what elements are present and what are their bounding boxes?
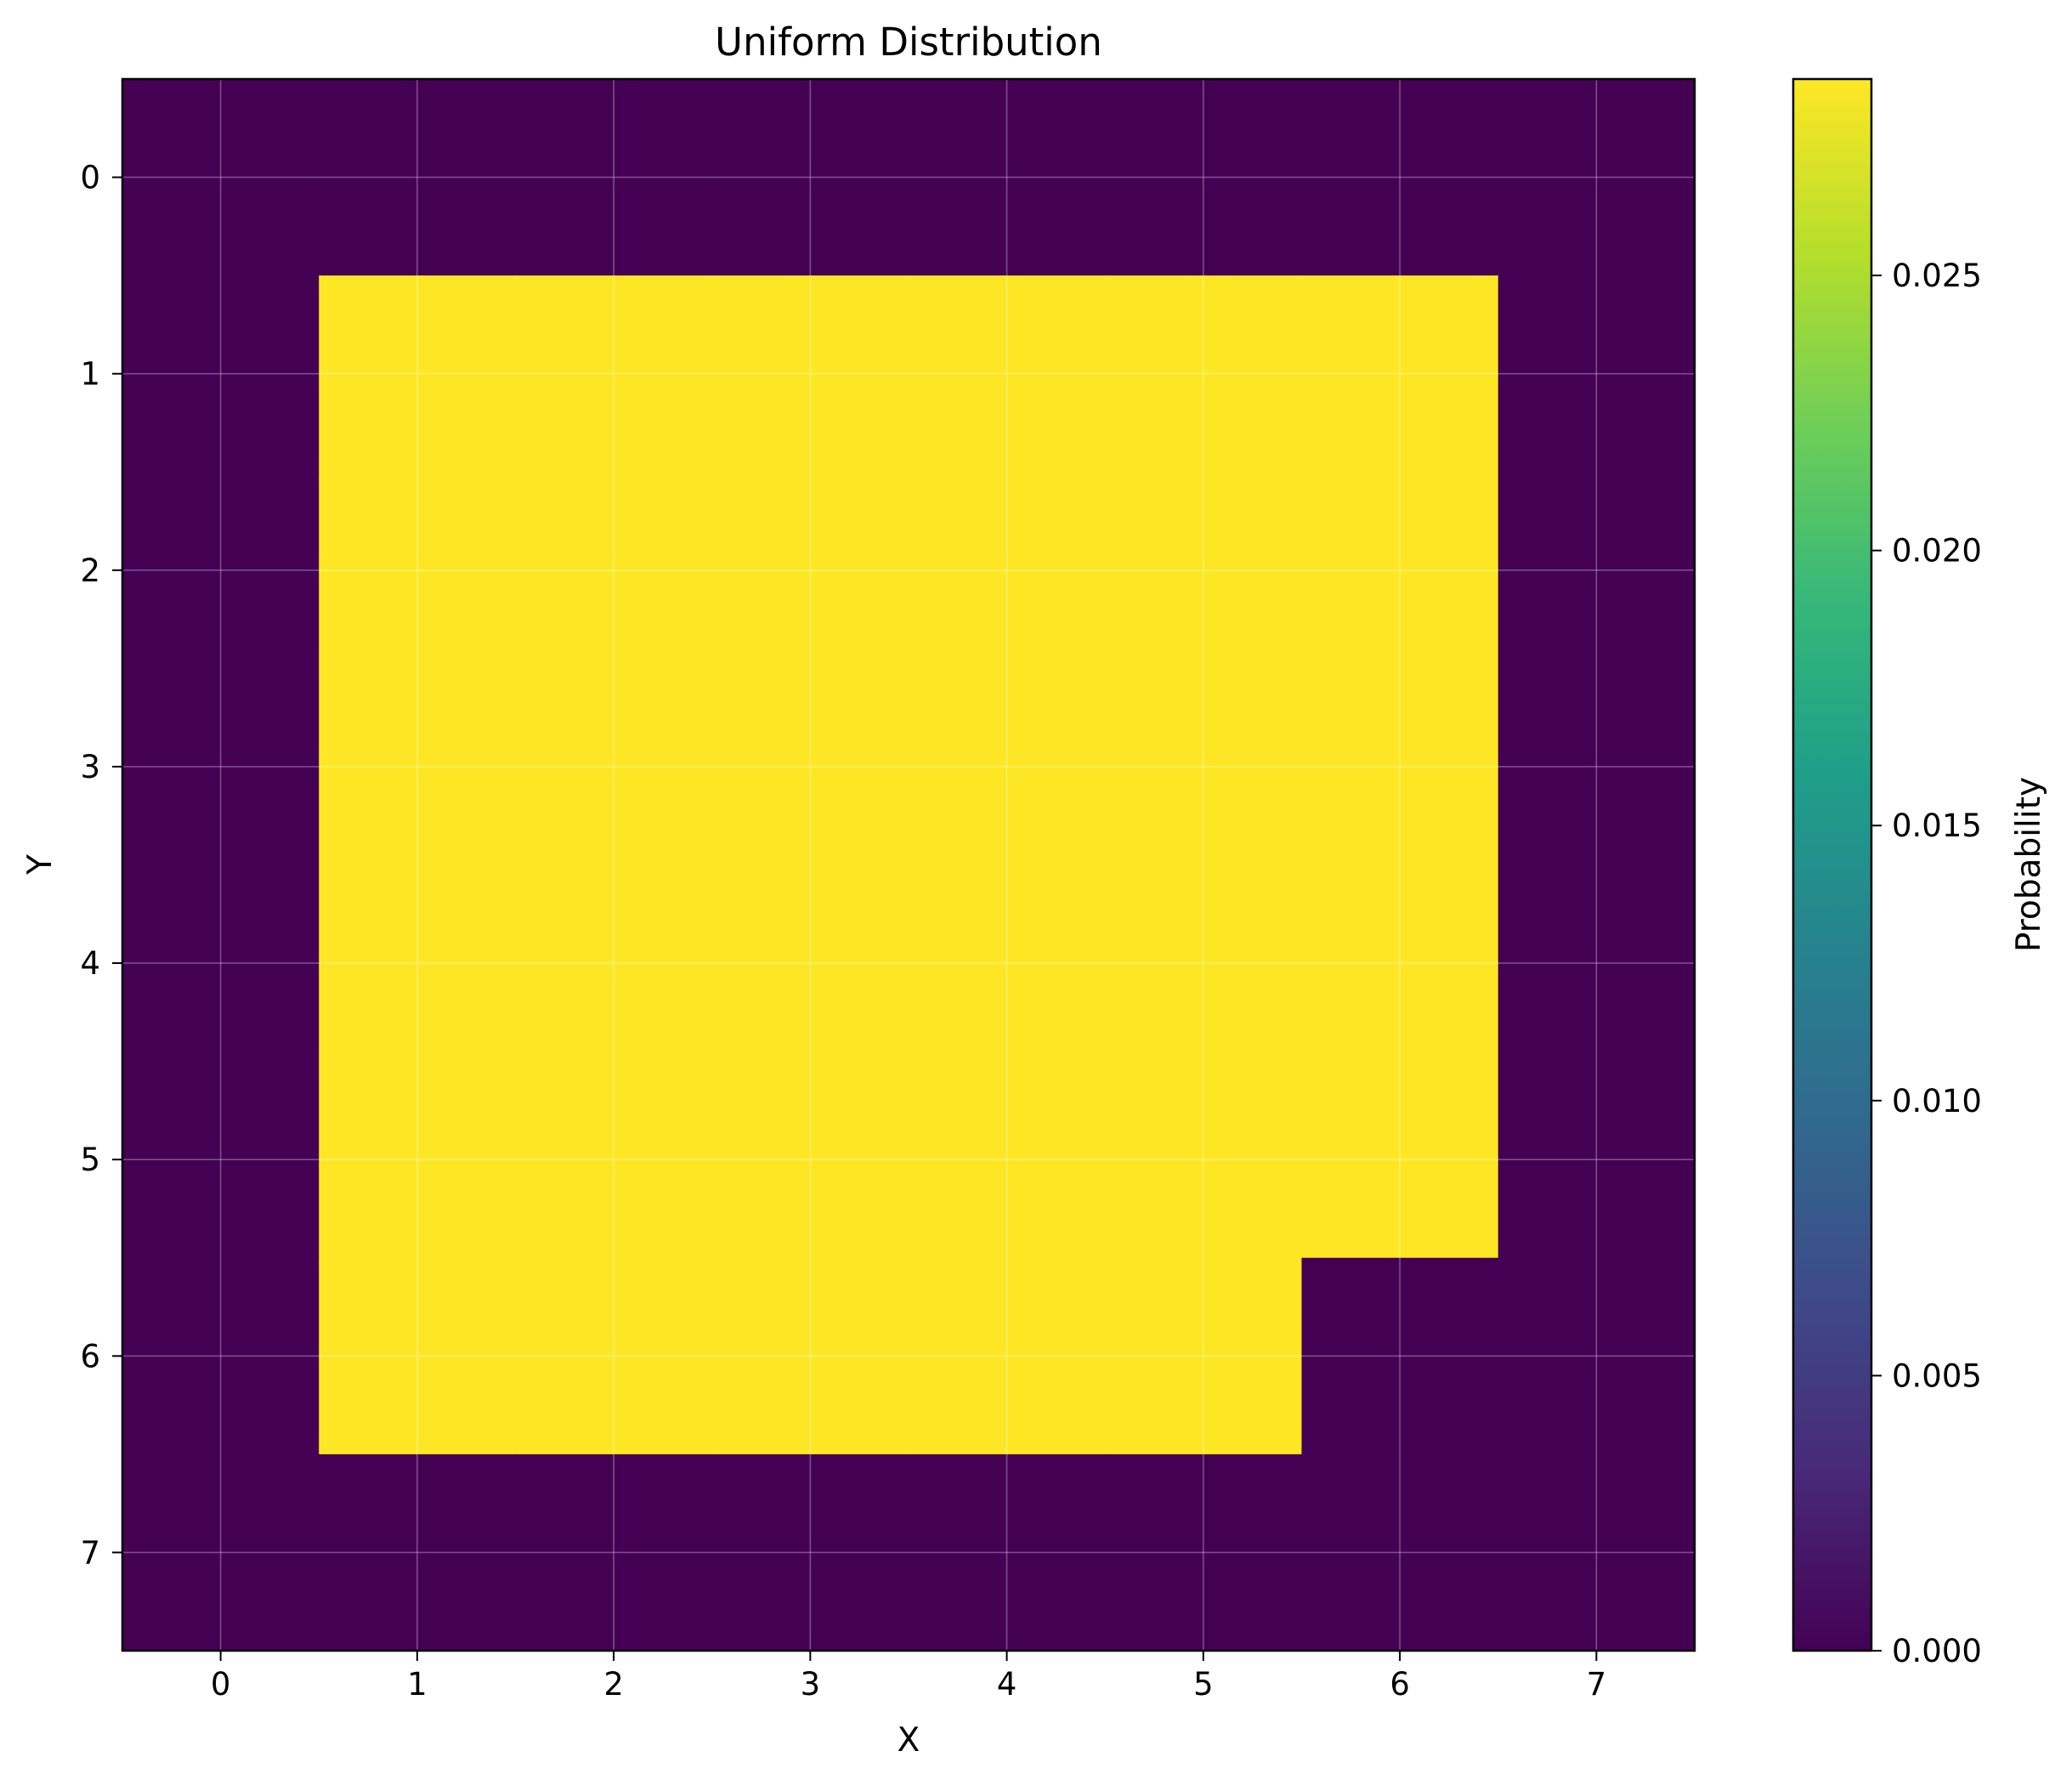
y-axis-ticks: 0 1 2 3 4 5 6 7 (80, 160, 122, 1571)
chart-title: Uniform Distribution (715, 20, 1102, 65)
heatmap-cell (319, 864, 517, 1062)
heatmap-cell (1497, 1257, 1695, 1455)
heatmap-cell (909, 864, 1107, 1062)
heatmap-cell (122, 1061, 320, 1259)
heatmap-cell (122, 1257, 320, 1455)
heatmap-cell (515, 79, 713, 276)
y-tick-label: 0 (80, 160, 100, 196)
y-tick-label: 4 (80, 945, 100, 982)
heatmap-cell (1301, 472, 1499, 670)
heatmap-cell (1497, 472, 1695, 670)
x-tick-label: 4 (997, 1666, 1017, 1703)
heatmap-cell (515, 275, 713, 473)
heatmap-cell (1497, 1454, 1695, 1651)
heatmap-cell (909, 275, 1107, 473)
heatmap-cell (515, 1257, 713, 1455)
heatmap-cell (1497, 275, 1695, 473)
heatmap-cell (1497, 668, 1695, 866)
x-tick-label: 1 (407, 1666, 427, 1703)
heatmap-cell (1301, 79, 1499, 276)
x-tick-label: 3 (801, 1666, 821, 1703)
heatmap-cell (319, 1257, 517, 1455)
heatmap-cell (1105, 1454, 1303, 1651)
heatmap-cell (1497, 864, 1695, 1062)
heatmap-cell (122, 472, 320, 670)
heatmap-cell (515, 1454, 713, 1651)
heatmap-cell (1301, 1257, 1499, 1455)
colorbar-tick-label: 0.005 (1892, 1357, 1982, 1394)
heatmap-cell (319, 668, 517, 866)
grid-lines (122, 79, 1695, 1651)
heatmap-cell (1301, 864, 1499, 1062)
heatmap-cell (1301, 668, 1499, 866)
heatmap-cell (711, 1454, 909, 1651)
heatmap-cell (319, 275, 517, 473)
heatmap-cell (711, 79, 909, 276)
colorbar-tick-label: 0.000 (1892, 1633, 1982, 1669)
y-tick-label: 6 (80, 1338, 100, 1374)
x-tick-label: 7 (1587, 1666, 1607, 1703)
heatmap-cell (1497, 1061, 1695, 1259)
heatmap-cell (1105, 472, 1303, 670)
y-tick-label: 5 (80, 1142, 100, 1178)
heatmap-cell (909, 472, 1107, 670)
heatmap-cell (1105, 864, 1303, 1062)
x-tick-label: 2 (603, 1666, 624, 1703)
heatmap-cell (909, 668, 1107, 866)
y-tick-label: 3 (80, 749, 100, 785)
heatmap-cell (711, 1061, 909, 1259)
colorbar-tick-label: 0.020 (1892, 533, 1982, 570)
heatmap-cell (122, 275, 320, 473)
heatmap-cell (909, 1257, 1107, 1455)
heatmap-cell (1301, 275, 1499, 473)
heatmap-cell (319, 79, 517, 276)
y-tick-label: 2 (80, 552, 100, 589)
heatmap-cell (1105, 79, 1303, 276)
heatmap-cell (1105, 1257, 1303, 1455)
heatmap-cell (1105, 668, 1303, 866)
heatmap-cell (319, 1061, 517, 1259)
heatmap-cell (122, 864, 320, 1062)
colorbar (1792, 77, 1873, 1652)
heatmap-cell (909, 1454, 1107, 1651)
x-axis-label: X (897, 1721, 920, 1760)
x-tick-label: 6 (1390, 1666, 1410, 1703)
heatmap-cell (711, 668, 909, 866)
x-tick-label: 0 (211, 1666, 231, 1703)
heatmap-cell (1301, 1454, 1499, 1651)
colorbar-tick-label: 0.010 (1892, 1083, 1982, 1119)
y-axis-label: Y (21, 854, 59, 876)
colorbar-tick-label: 0.015 (1892, 808, 1982, 844)
colorbar-label: Probability (2010, 777, 2048, 952)
heatmap-cell (711, 472, 909, 670)
heatmap-cell (319, 1454, 517, 1651)
heatmap-cell (1105, 275, 1303, 473)
heatmap-cell (319, 472, 517, 670)
heatmap-cell (515, 1061, 713, 1259)
x-tick-label: 5 (1193, 1666, 1214, 1703)
y-tick-label: 1 (80, 356, 100, 393)
heatmap-cell (515, 472, 713, 670)
plot-frame (121, 77, 1696, 1652)
heatmap-cell (909, 79, 1107, 276)
heatmap-cell (122, 1454, 320, 1651)
heatmap-cell (1497, 79, 1695, 276)
heatmap-cells (122, 79, 1695, 1651)
heatmap-cell (122, 668, 320, 866)
heatmap-cell (711, 275, 909, 473)
heatmap-cell (909, 1061, 1107, 1259)
y-tick-label: 7 (80, 1534, 100, 1571)
heatmap-cell (1105, 1061, 1303, 1259)
colorbar-ticks: 0.000 0.005 0.010 0.015 0.020 0.025 (1871, 258, 1982, 1669)
heatmap-cell (711, 1257, 909, 1455)
heatmap-cell (711, 864, 909, 1062)
heatmap-cell (1301, 1061, 1499, 1259)
heatmap-cell (122, 79, 320, 276)
heatmap-cell (515, 668, 713, 866)
colorbar-tick-label: 0.025 (1892, 258, 1982, 294)
x-axis-ticks: 0 1 2 3 4 5 6 7 (211, 1651, 1606, 1703)
heatmap-cell (515, 864, 713, 1062)
